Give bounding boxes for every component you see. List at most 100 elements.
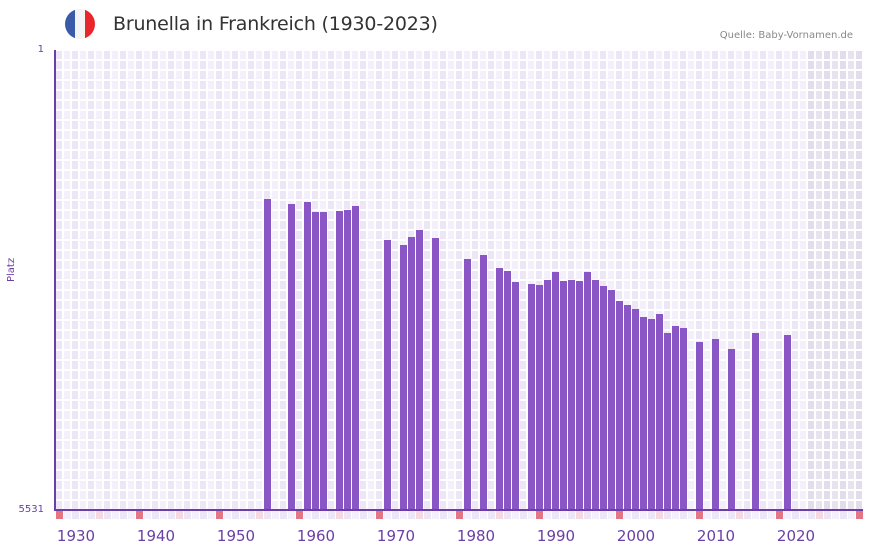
- grid-cell: [808, 241, 814, 249]
- bar-1996[interactable]: [600, 285, 607, 510]
- grid-cell: [856, 311, 862, 319]
- bar-1973[interactable]: [416, 229, 423, 510]
- grid-cell: [416, 91, 422, 99]
- grid-cell: [296, 471, 302, 479]
- grid-cell: [224, 201, 230, 209]
- grid-cell: [440, 221, 446, 229]
- bar-1979[interactable]: [464, 258, 471, 510]
- bar-1957[interactable]: [288, 203, 295, 510]
- grid-cell: [440, 241, 446, 249]
- bar-1985[interactable]: [512, 281, 519, 510]
- grid-cell: [456, 491, 462, 499]
- bar-1975[interactable]: [432, 237, 439, 510]
- grid-column: [423, 50, 431, 510]
- grid-cell: [392, 321, 398, 329]
- bar-2001[interactable]: [640, 316, 647, 510]
- bar-1991[interactable]: [560, 280, 567, 510]
- bar-1971[interactable]: [400, 244, 407, 510]
- grid-cell: [152, 241, 158, 249]
- grid-cell: [472, 91, 478, 99]
- bar-1997[interactable]: [608, 289, 615, 510]
- bar-1999[interactable]: [624, 304, 631, 510]
- grid-cell: [744, 381, 750, 389]
- grid-cell: [472, 471, 478, 479]
- bar-2004[interactable]: [664, 332, 671, 510]
- grid-cell: [752, 251, 758, 259]
- grid-cell: [480, 131, 486, 139]
- grid-cell: [536, 51, 542, 59]
- grid-cell: [824, 291, 830, 299]
- bar-1964[interactable]: [344, 209, 351, 510]
- grid-cell: [848, 251, 854, 259]
- grid-cell: [808, 231, 814, 239]
- grid-cell: [232, 71, 238, 79]
- grid-cell: [672, 321, 678, 329]
- grid-cell: [304, 111, 310, 119]
- bar-1969[interactable]: [384, 239, 391, 510]
- grid-cell: [512, 171, 518, 179]
- bar-2005[interactable]: [672, 325, 679, 510]
- bar-1990[interactable]: [552, 271, 559, 510]
- bar-1984[interactable]: [504, 270, 511, 510]
- grid-cell: [568, 111, 574, 119]
- grid-cell: [848, 411, 854, 419]
- bar-1983[interactable]: [496, 267, 503, 510]
- bar-1960[interactable]: [312, 211, 319, 510]
- bar-1963[interactable]: [336, 210, 343, 510]
- bar-1972[interactable]: [408, 236, 415, 510]
- grid-cell: [816, 381, 822, 389]
- bar-1987[interactable]: [528, 283, 535, 510]
- bar-1995[interactable]: [592, 279, 599, 510]
- grid-cell: [856, 271, 862, 279]
- grid-cell: [720, 171, 726, 179]
- bar-2012[interactable]: [728, 348, 735, 510]
- grid-cell: [824, 361, 830, 369]
- grid-cell: [848, 111, 854, 119]
- grid-cell: [112, 91, 118, 99]
- bar-1988[interactable]: [536, 284, 543, 510]
- grid-cell: [848, 151, 854, 159]
- bar-1992[interactable]: [568, 279, 575, 510]
- grid-cell: [88, 441, 94, 449]
- bar-1993[interactable]: [576, 280, 583, 510]
- grid-cell: [64, 501, 70, 509]
- grid-cell: [184, 101, 190, 109]
- grid-cell: [688, 471, 694, 479]
- year-marker: [416, 511, 423, 519]
- grid-cell: [64, 361, 70, 369]
- grid-cell: [824, 111, 830, 119]
- grid-cell: [744, 351, 750, 359]
- bar-2015[interactable]: [752, 332, 759, 510]
- grid-cell: [368, 381, 374, 389]
- bar-2000[interactable]: [632, 308, 639, 510]
- bar-2008[interactable]: [696, 341, 703, 510]
- grid-cell: [840, 61, 846, 69]
- bar-2006[interactable]: [680, 327, 687, 510]
- grid-cell: [560, 221, 566, 229]
- bar-1965[interactable]: [352, 205, 359, 510]
- grid-cell: [568, 261, 574, 269]
- grid-cell: [296, 241, 302, 249]
- grid-cell: [120, 391, 126, 399]
- x-tick-1960: 1960: [296, 527, 336, 545]
- bar-1954[interactable]: [264, 198, 271, 510]
- bar-2010[interactable]: [712, 338, 719, 510]
- grid-cell: [240, 121, 246, 129]
- bar-1981[interactable]: [480, 254, 487, 510]
- bar-1998[interactable]: [616, 300, 623, 510]
- grid-cell: [128, 341, 134, 349]
- grid-cell: [144, 261, 150, 269]
- grid-cell: [384, 111, 390, 119]
- bar-2003[interactable]: [656, 313, 663, 510]
- grid-column: [63, 50, 71, 510]
- bar-1959[interactable]: [304, 201, 311, 510]
- grid-cell: [336, 151, 342, 159]
- bar-1961[interactable]: [320, 211, 327, 510]
- grid-cell: [712, 171, 718, 179]
- bar-1994[interactable]: [584, 271, 591, 510]
- bar-1989[interactable]: [544, 279, 551, 510]
- bar-2019[interactable]: [784, 334, 791, 510]
- bar-2002[interactable]: [648, 318, 655, 510]
- grid-cell: [120, 261, 126, 269]
- grid-cell: [368, 291, 374, 299]
